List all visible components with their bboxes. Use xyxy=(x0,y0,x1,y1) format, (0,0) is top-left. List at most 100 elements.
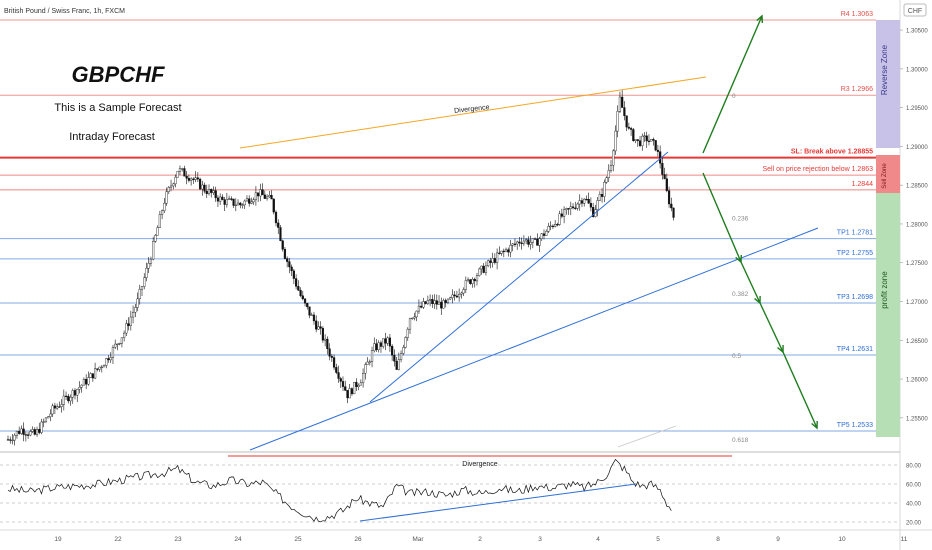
candle-body xyxy=(422,301,425,308)
candle-body xyxy=(623,107,626,116)
candle-body xyxy=(277,222,280,228)
time-tick-label: 11 xyxy=(901,536,908,543)
fib-label-1: 0.236 xyxy=(732,216,749,223)
price-tick-label: 1.30000 xyxy=(906,67,928,73)
candle-body xyxy=(156,227,159,236)
candle-body xyxy=(76,389,79,396)
level-label-sl: SL: Break above 1.28855 xyxy=(791,149,873,156)
candle-body xyxy=(281,240,284,250)
candle-body xyxy=(433,300,436,305)
candle-body xyxy=(426,300,429,304)
candle-body xyxy=(513,243,517,245)
candle-body xyxy=(181,168,184,170)
candle-body xyxy=(627,126,630,129)
price-tick-label: 1.28000 xyxy=(906,222,928,228)
candle-body xyxy=(62,395,65,405)
candle-body xyxy=(134,307,137,313)
candle-body xyxy=(210,189,213,193)
level-label-tp1: TP1 1.2781 xyxy=(837,230,873,237)
candle-body xyxy=(520,242,523,244)
candle-body xyxy=(511,243,514,246)
time-tick-label: 4 xyxy=(596,536,600,543)
candle-body xyxy=(315,320,318,330)
time-tick-label: Mar xyxy=(412,536,424,543)
bearish-arrow-3[interactable] xyxy=(759,302,784,353)
bearish-arrow-2[interactable] xyxy=(740,261,761,304)
candle-body xyxy=(634,139,637,141)
candle-body xyxy=(348,388,351,399)
time-tick-label: 19 xyxy=(54,536,62,543)
candle-body xyxy=(332,357,336,368)
candle-body xyxy=(87,377,90,385)
time-tick-label: 26 xyxy=(354,536,362,543)
candlestick-series xyxy=(6,90,675,446)
candle-body xyxy=(236,202,240,206)
candle-body xyxy=(125,323,128,334)
candle-body xyxy=(60,404,63,407)
candle-body xyxy=(545,231,548,236)
candle-body xyxy=(167,187,170,192)
candle-body xyxy=(663,174,666,179)
rsi-line[interactable] xyxy=(7,458,672,523)
candle-body xyxy=(645,135,648,142)
candle-body xyxy=(516,241,519,245)
candle-body xyxy=(406,328,409,338)
candle-body xyxy=(6,439,10,441)
candle-body xyxy=(143,277,146,287)
fib-label-0: 0 xyxy=(732,93,736,100)
faint-projection-line xyxy=(617,425,677,448)
candle-body xyxy=(27,434,30,436)
candle-body xyxy=(379,342,383,347)
candle-body xyxy=(612,150,615,166)
rising-trendline[interactable] xyxy=(369,151,669,403)
candle-body xyxy=(547,226,550,232)
level-label-tp4: TP4 1.2631 xyxy=(837,346,873,353)
candle-body xyxy=(397,359,400,370)
candle-body xyxy=(373,343,376,351)
candle-body xyxy=(98,366,101,370)
candle-body xyxy=(91,373,94,379)
bullish-scenario-arrow[interactable] xyxy=(702,15,763,154)
candle-body xyxy=(147,263,150,269)
candle-body xyxy=(279,227,282,241)
rsi-tick-label: 40.00 xyxy=(906,502,922,508)
currency-badge-box[interactable] xyxy=(903,3,927,17)
currency-badge: CHF xyxy=(908,8,922,15)
candle-body xyxy=(598,194,601,201)
candle-body xyxy=(583,198,586,204)
candle-body xyxy=(580,200,584,204)
candle-body xyxy=(303,298,307,304)
candle-body xyxy=(102,365,106,368)
candle-body xyxy=(647,140,651,142)
symbol-title[interactable]: British Pound / Swiss Franc, 1h, FXCM xyxy=(4,8,125,15)
bearish-arrow-4[interactable] xyxy=(782,351,818,429)
candle-body xyxy=(672,207,675,218)
candle-body xyxy=(607,170,610,179)
candle-body xyxy=(270,195,273,200)
candle-body xyxy=(462,289,465,294)
price-divergence-line[interactable] xyxy=(239,76,707,149)
bearish-arrow-1[interactable] xyxy=(702,172,742,263)
candle-body xyxy=(324,338,327,341)
candle-body xyxy=(638,140,642,146)
candle-body xyxy=(239,202,242,206)
candle-body xyxy=(538,238,541,246)
candle-body xyxy=(353,381,356,395)
level-label-r3: R3 1.2966 xyxy=(841,86,873,93)
candle-body xyxy=(484,265,488,273)
lower-trendline[interactable] xyxy=(249,227,819,451)
candle-body xyxy=(596,200,599,210)
candle-body xyxy=(283,249,287,259)
candle-body xyxy=(571,206,575,209)
candle-body xyxy=(254,192,257,200)
candle-body xyxy=(22,428,25,435)
candle-body xyxy=(149,258,153,264)
candle-body xyxy=(232,198,235,206)
rsi-trendline[interactable] xyxy=(359,483,637,522)
bullish-scenario-arrow-head xyxy=(756,14,764,24)
candle-body xyxy=(473,278,476,282)
candle-body xyxy=(493,258,496,263)
candle-body xyxy=(272,198,275,213)
candle-body xyxy=(158,214,161,228)
